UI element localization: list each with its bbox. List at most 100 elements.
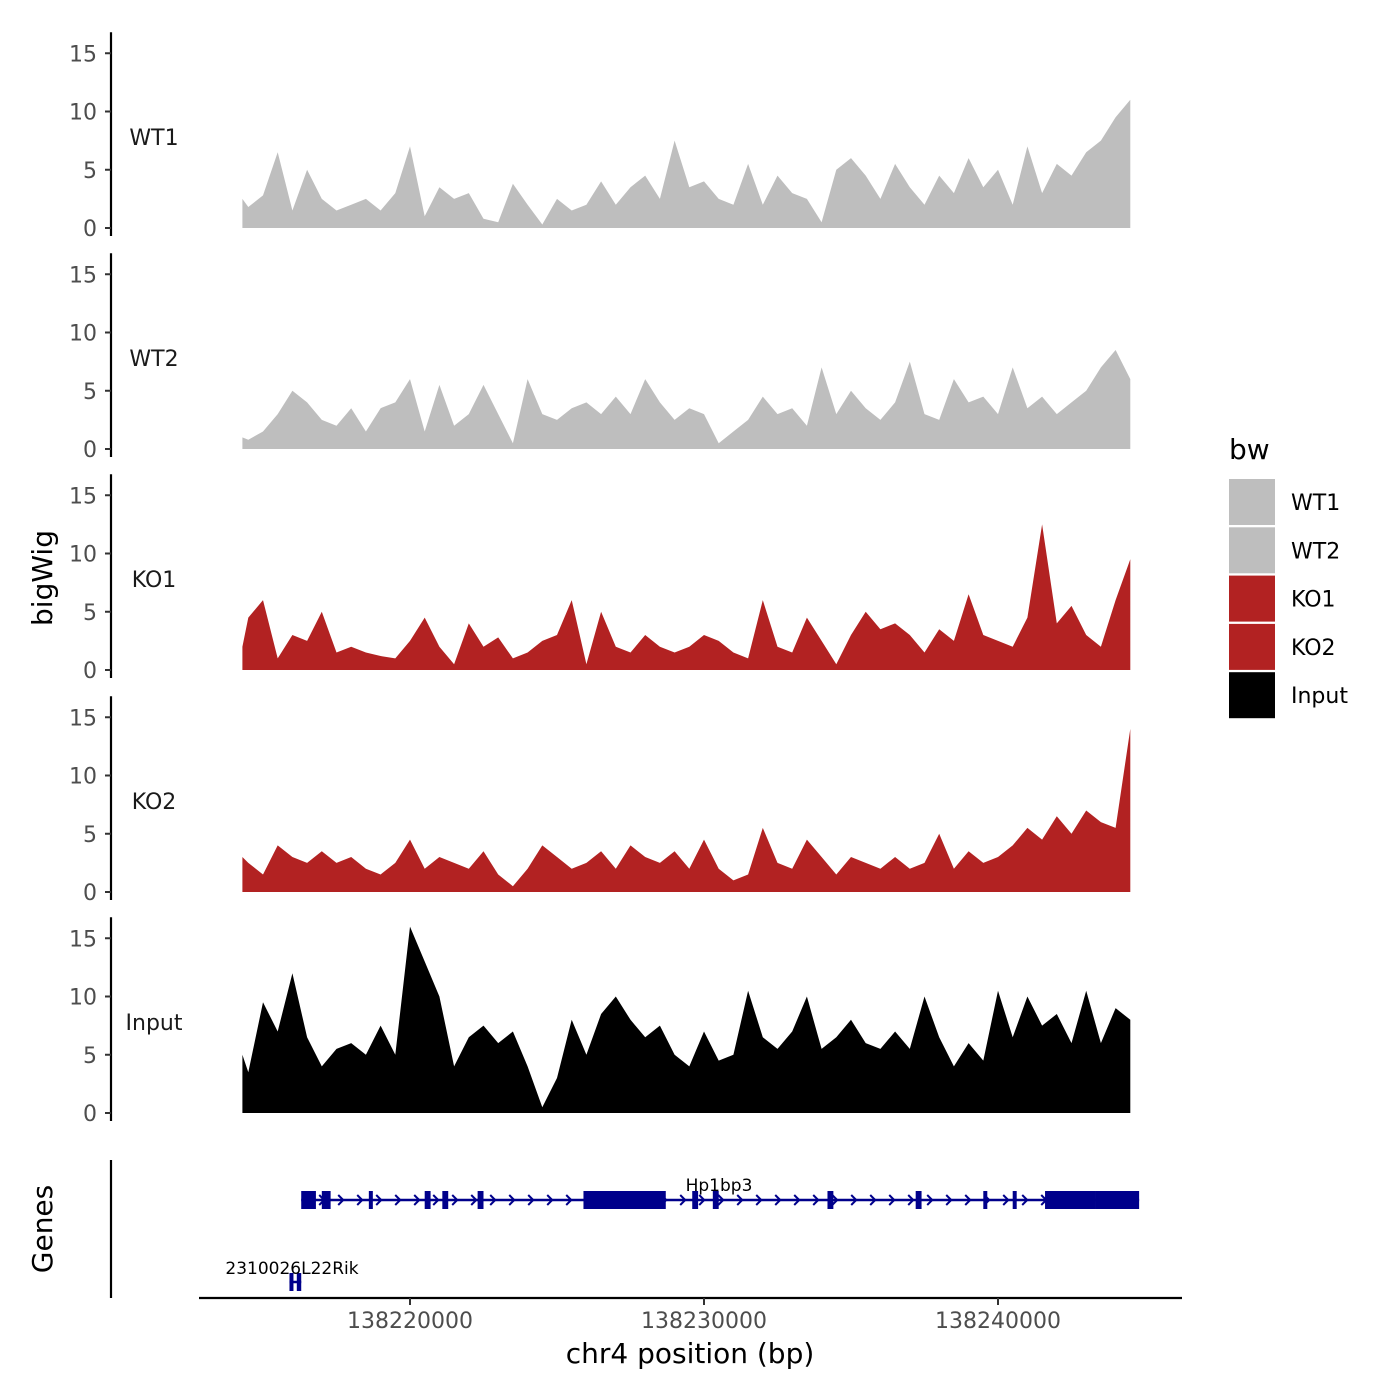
gene-exon <box>1012 1191 1017 1209</box>
strand-arrow-icon <box>717 1194 725 1206</box>
track-label-wt1: WT1 <box>129 126 178 151</box>
y-tick-label: 0 <box>83 217 97 242</box>
track-ko1: 0 5 10 15 KO1 <box>69 474 1131 684</box>
x-axis: 138220000 138230000 138240000 chr4 positio… <box>199 1296 1182 1370</box>
gene-label: Hp1bp3 <box>686 1176 753 1196</box>
strand-arrow-icon <box>1021 1194 1029 1206</box>
gene-2310026l22rik: 2310026L22Rik <box>225 1259 359 1291</box>
gene-exon <box>424 1191 431 1209</box>
y-tick-label: 5 <box>83 380 97 405</box>
y-tick-label: 0 <box>83 438 97 463</box>
y-tick-label: 15 <box>69 927 97 952</box>
gene-exon <box>1045 1191 1096 1209</box>
strand-arrow-icon <box>869 1194 877 1206</box>
strand-arrow-icon <box>945 1194 953 1206</box>
strand-arrow-icon <box>470 1194 478 1206</box>
strand-arrow-icon <box>679 1194 687 1206</box>
gene-exon <box>442 1191 449 1209</box>
y-tick-label: 0 <box>83 1102 97 1127</box>
gene-exon <box>915 1191 922 1209</box>
y-tick-label: 15 <box>69 706 97 731</box>
area-series-ko2 <box>242 728 1131 892</box>
strand-arrow-icon <box>527 1194 535 1206</box>
strand-arrow-icon <box>489 1194 497 1206</box>
gene-exon <box>583 1191 666 1209</box>
y-tick-label: 0 <box>83 659 97 684</box>
gene-panel: Genes Hp1bp3 2310026L22Rik <box>26 1160 1140 1298</box>
y-tick-label: 10 <box>69 322 97 347</box>
gene-exon <box>827 1191 834 1209</box>
track-label-ko1: KO1 <box>132 568 177 593</box>
track-input: 0 5 10 15 Input <box>69 917 1131 1127</box>
strand-arrow-icon <box>1002 1194 1010 1206</box>
track-wt1: 0 5 10 15 WT1 <box>69 32 1131 242</box>
strand-arrow-icon <box>337 1194 345 1206</box>
legend-label: WT1 <box>1291 491 1340 516</box>
y-tick-label: 15 <box>69 263 97 288</box>
area-series-input <box>242 926 1131 1113</box>
area-series-ko1 <box>242 524 1131 670</box>
legend-label: KO1 <box>1291 588 1336 613</box>
legend-swatch <box>1229 479 1275 525</box>
gene-hp1bp3: Hp1bp3 <box>301 1176 1140 1209</box>
strand-arrow-icon <box>907 1194 915 1206</box>
area-series-wt2 <box>242 350 1131 449</box>
y-tick-label: 10 <box>69 543 97 568</box>
y-tick-label: 10 <box>69 986 97 1011</box>
track-label-wt2: WT2 <box>129 347 178 372</box>
legend-swatch <box>1229 527 1275 574</box>
strand-arrow-icon <box>774 1194 782 1206</box>
strand-arrow-icon <box>850 1194 858 1206</box>
gene-models: Hp1bp3 2310026L22Rik <box>225 1176 1140 1291</box>
legend-swatch <box>1229 575 1275 622</box>
strand-arrow-icon <box>698 1194 706 1206</box>
track-ko2: 0 5 10 15 KO2 <box>69 696 1131 906</box>
strand-arrow-icon <box>736 1194 744 1206</box>
y-tick-label: 0 <box>83 881 97 906</box>
legend-swatch <box>1229 623 1275 670</box>
strand-arrow-icon <box>565 1194 573 1206</box>
y-axis-title: bigWig <box>26 530 59 626</box>
gene-exon <box>1095 1191 1140 1209</box>
y-tick-label: 5 <box>83 601 97 626</box>
track-label-input: Input <box>126 1011 183 1036</box>
track-wt2: 0 5 10 15 WT2 <box>69 253 1131 463</box>
gene-exon <box>692 1191 699 1209</box>
legend: bw WT1 WT2 KO1 KO2 Input <box>1229 433 1348 719</box>
area-series-wt1 <box>242 99 1131 228</box>
gene-exon <box>712 1191 719 1209</box>
legend-swatch <box>1229 672 1275 719</box>
strand-arrow-icon <box>508 1194 516 1206</box>
gene-exon <box>477 1191 484 1209</box>
track-label-ko2: KO2 <box>132 790 177 815</box>
x-tick-label: 138220000 <box>347 1309 473 1334</box>
gene-exon <box>301 1191 316 1209</box>
y-tick-label: 5 <box>83 159 97 184</box>
x-axis-title: chr4 position (bp) <box>566 1337 815 1370</box>
strand-arrow-icon <box>375 1194 383 1206</box>
y-tick-label: 15 <box>69 484 97 509</box>
strand-arrow-icon <box>793 1194 801 1206</box>
gene-label: 2310026L22Rik <box>225 1259 358 1279</box>
coverage-tracks: 0 5 10 15 WT1 0 5 10 15 WT2 0 5 10 15 KO1 0 5 10 15 KO2 0 5 10… <box>69 32 1131 1127</box>
gene-exon <box>368 1191 373 1209</box>
legend-item-ko2: KO2 <box>1229 623 1336 670</box>
legend-item-wt2: WT2 <box>1229 527 1340 574</box>
strand-arrow-icon <box>451 1194 459 1206</box>
legend-items: WT1 WT2 KO1 KO2 Input <box>1229 479 1348 719</box>
gene-exon <box>321 1191 331 1209</box>
legend-title: bw <box>1229 433 1270 466</box>
x-axis-ticks: 138220000 138230000 138240000 <box>347 1298 1061 1334</box>
strand-arrow-icon <box>413 1194 421 1206</box>
x-tick-label: 138240000 <box>935 1309 1061 1334</box>
gene-panel-label: Genes <box>26 1185 59 1273</box>
y-tick-label: 5 <box>83 823 97 848</box>
strand-arrow-icon <box>926 1194 934 1206</box>
y-tick-label: 10 <box>69 101 97 126</box>
gene-exon <box>296 1273 302 1291</box>
x-tick-label: 138230000 <box>641 1309 767 1334</box>
strand-arrow-icon <box>394 1194 402 1206</box>
strand-arrow-icon <box>356 1194 364 1206</box>
gene-exon <box>289 1273 294 1291</box>
